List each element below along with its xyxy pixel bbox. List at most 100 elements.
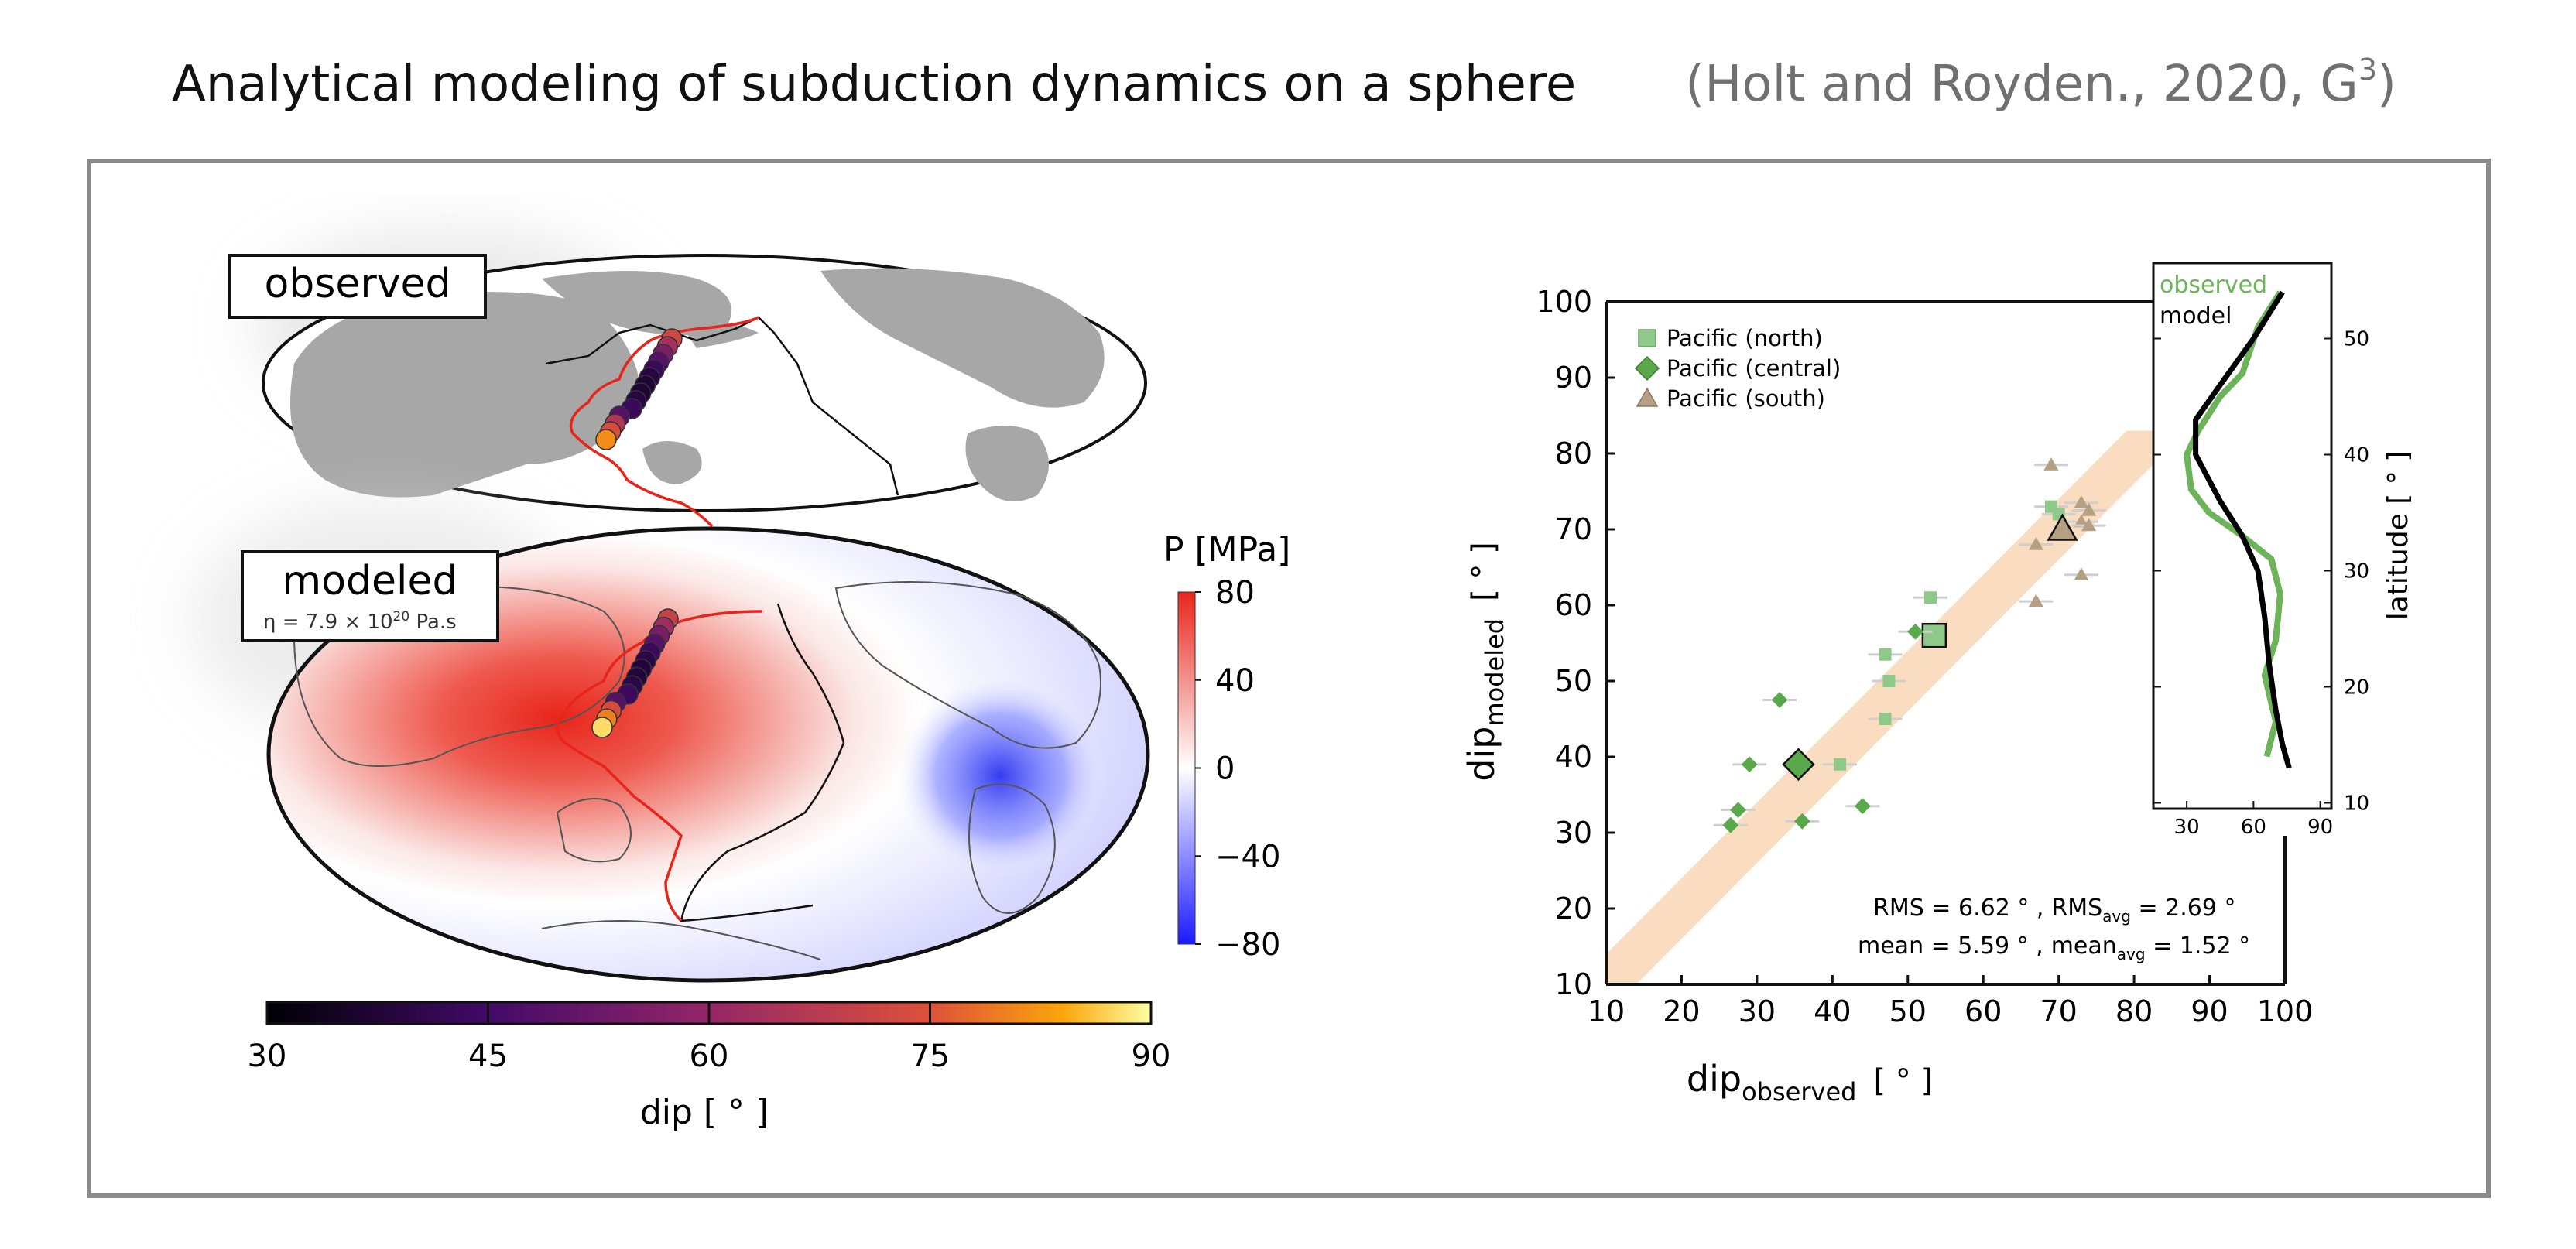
scatter-point	[2081, 502, 2097, 516]
mean-avg-sub: avg	[2117, 945, 2146, 963]
x-axis-unit: [ ° ]	[1873, 1063, 1933, 1099]
observed-dip-marker	[595, 429, 617, 450]
y-tick-label: 90	[1555, 361, 1592, 395]
legend-marker	[1638, 329, 1656, 347]
y-tick-label: 30	[1555, 816, 1592, 850]
inset-x-tick-label: 90	[2307, 816, 2333, 839]
pressure-tick-label: 80	[1215, 575, 1255, 611]
scatter-point	[2081, 518, 2097, 532]
y-axis-label: dipmodeled [ ° ]	[1461, 542, 1509, 781]
y-tick-label: 10	[1555, 967, 1592, 1001]
citation: (Holt and Royden., 2020, G3)	[1685, 53, 2396, 113]
scatter-point	[1741, 756, 1758, 773]
dip-tick-label: 45	[468, 1039, 508, 1074]
pressure-colorbar	[1177, 591, 1196, 945]
scatter-legend: Pacific (north) Pacific (central) Pacific …	[1634, 325, 1841, 412]
inset-x-tick-label: 60	[2241, 816, 2266, 839]
scatter-point	[1907, 623, 1923, 640]
x-tick-label: 70	[2040, 994, 2077, 1028]
observed-label: observed	[264, 261, 450, 307]
inset-x-tick-label: 30	[2174, 816, 2200, 839]
inset-y-tick-label: 10	[2344, 792, 2369, 816]
x-tick-label: 40	[1814, 994, 1851, 1028]
scatter-chart: 10 20 30 40 50 60 70 80 90 100 10 20 30 40 50 60 70 80 90 1…	[1461, 285, 2313, 1107]
scatter-point	[1879, 648, 1892, 661]
observed-dip-markers	[595, 328, 683, 450]
inset-y-tick-label: 50	[2344, 328, 2369, 351]
scatter-point	[1924, 591, 1937, 604]
viscosity-base: η = 7.9 × 10	[263, 611, 393, 634]
modeled-label-box	[241, 550, 499, 642]
viscosity-unit: Pa.s	[409, 611, 457, 634]
legend-marker	[1634, 355, 1660, 382]
coastline-australia	[556, 798, 632, 863]
scatter-point	[2043, 457, 2059, 471]
x-tick-label: 80	[2115, 994, 2153, 1028]
scatter-point	[2074, 514, 2089, 528]
scatter-point	[1879, 713, 1892, 725]
scatter-point	[2074, 567, 2089, 580]
scatter-point	[1722, 816, 1739, 833]
pressure-colorbar-ticks: 80 40 0 −40 −80	[1195, 575, 1280, 963]
continent-islands	[642, 441, 702, 484]
x-axis-label: dipobserved [ ° ]	[1687, 1058, 1933, 1107]
y-tick-label: 40	[1555, 740, 1592, 774]
scatter-point	[1730, 802, 1746, 818]
citation-end: )	[2377, 56, 2396, 113]
observed-label-box	[228, 254, 487, 319]
y-tick-label: 80	[1555, 436, 1592, 471]
mean-stat: mean = 5.59 ° , meanavg = 1.52 °	[1858, 932, 2250, 963]
scatter-point	[2028, 537, 2044, 550]
legend-label: Pacific (central)	[1667, 355, 1841, 382]
coastline-north-america	[834, 581, 1101, 749]
dip-tick-label: 75	[910, 1039, 950, 1074]
rms-value: RMS = 6.62 ° ,	[1873, 895, 2043, 922]
y-tick-label: 60	[1555, 588, 1592, 622]
continent-north-america	[820, 268, 1105, 408]
y-tick-label: 20	[1555, 891, 1592, 926]
rms-avg-value: = 2.69 °	[2131, 895, 2236, 922]
pressure-tick-label: −80	[1215, 927, 1280, 963]
low-pressure-region	[751, 588, 1107, 929]
continent-south-america	[965, 426, 1049, 501]
scatter-average-point	[1782, 748, 1815, 782]
y-axis-unit: [ ° ]	[1466, 542, 1502, 601]
scatter-average-point	[1921, 622, 1947, 648]
x-tick-label: 10	[1588, 994, 1625, 1028]
dip-colorbar-label: dip [ ° ]	[640, 1093, 769, 1132]
viscosity-label: η = 7.9 × 1020 Pa.s	[263, 609, 457, 634]
inset-y-tick-label: 30	[2344, 560, 2369, 583]
dip-colorbar-ticks: 30 45 60 75 90	[248, 1002, 1170, 1074]
scatter-average-point	[2047, 513, 2078, 541]
coastline-south-america	[968, 783, 1056, 914]
one-to-one-band	[1606, 430, 2157, 984]
pressure-tick-label: −40	[1215, 839, 1280, 874]
x-tick-label: 30	[1738, 994, 1776, 1028]
x-tick-label: 20	[1663, 994, 1700, 1028]
rms-stat: RMS = 6.62 ° , RMSavg = 2.69 °	[1873, 895, 2236, 926]
citation-superscript: 3	[2358, 53, 2378, 87]
x-tick-label: 90	[2191, 994, 2228, 1028]
figure-frame	[87, 159, 2491, 1198]
pressure-tick-label: 0	[1215, 751, 1235, 787]
pressure-colorbar-title: P [MPa]	[1163, 530, 1290, 570]
plate-boundary-modeled	[680, 603, 845, 922]
scatter-point	[1834, 758, 1847, 771]
rms-avg-sub: avg	[2102, 907, 2131, 926]
dip-tick-label: 60	[690, 1039, 729, 1074]
inset-y-tick-label: 20	[2344, 676, 2369, 700]
y-axis-sub: modeled	[1480, 618, 1509, 727]
scatter-point	[1854, 798, 1871, 815]
citation-text: (Holt and Royden., 2020, G	[1685, 56, 2358, 113]
latitude-inset-chart: 30 60 90 10 20 30 40 50 observed model latitude…	[2152, 262, 2414, 839]
x-tick-label: 100	[2257, 994, 2314, 1028]
legend-label: Pacific (south)	[1667, 385, 1825, 412]
inset-y-label: latitude [ ° ]	[2382, 451, 2414, 621]
modeled-dip-markers	[591, 608, 679, 738]
y-tick-label: 70	[1555, 512, 1592, 546]
y-axis-main: dip	[1461, 727, 1502, 782]
scatter-point	[2028, 594, 2044, 607]
rms-avg-label: RMS	[2051, 895, 2102, 922]
mean-value: mean = 5.59 ° ,	[1858, 932, 2043, 960]
dip-tick-label: 30	[248, 1039, 287, 1074]
